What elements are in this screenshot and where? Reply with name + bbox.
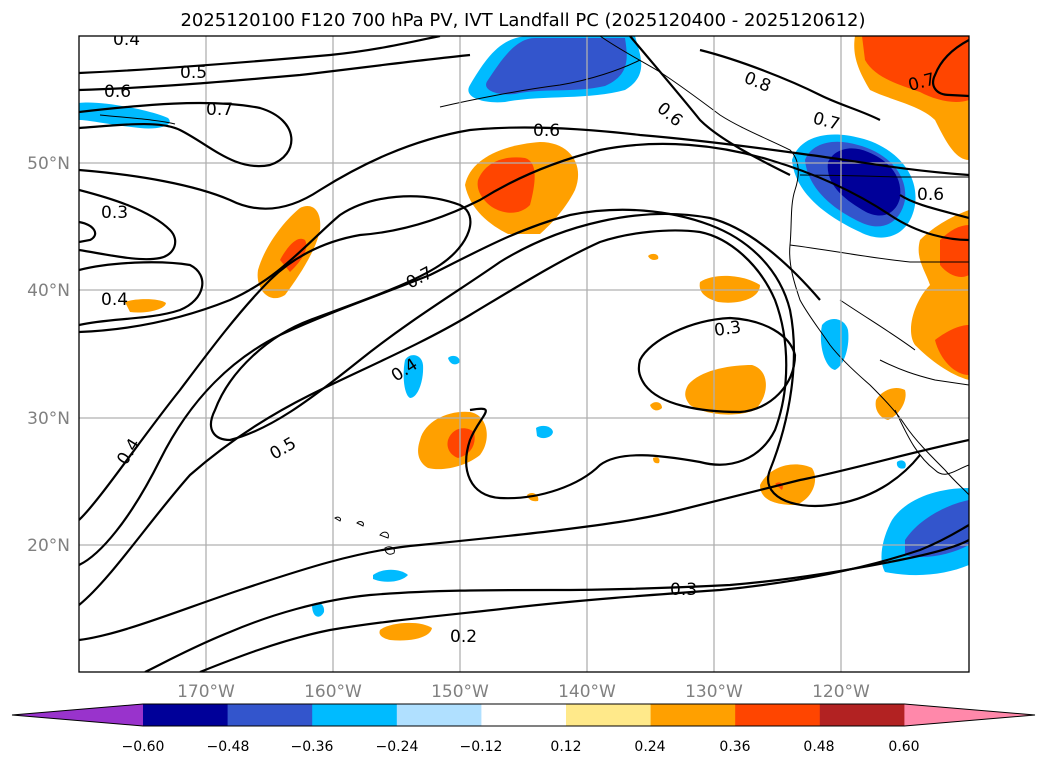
graticule bbox=[79, 36, 969, 672]
map-title: 2025120100 F120 700 hPa PV, IVT Landfall… bbox=[180, 10, 865, 31]
lon-tick-label: 170°W bbox=[177, 682, 235, 702]
colorbar-tick-label: 0.24 bbox=[634, 739, 665, 755]
lat-tick-label: 30°N bbox=[27, 409, 70, 429]
map-frame bbox=[78, 35, 970, 673]
contour-label: 0.3 bbox=[101, 203, 128, 223]
colorbar-tick-label: 0.48 bbox=[803, 739, 834, 755]
colorbar-swatch bbox=[819, 704, 905, 726]
colorbar: −0.60 −0.48 −0.36 −0.24 −0.12 0.12 0.24 … bbox=[11, 703, 1036, 755]
anomaly-pos-west-small bbox=[125, 299, 166, 313]
anomaly-pos-baja bbox=[875, 388, 906, 420]
anomaly-neg-small-5 bbox=[448, 355, 460, 365]
colorbar-swatches bbox=[11, 703, 1036, 727]
anomaly-pos-small-a bbox=[648, 253, 659, 260]
anomaly-pos-east-2 bbox=[699, 275, 760, 303]
anomaly-pos-small-b bbox=[650, 402, 662, 411]
colorbar-tick-label: 0.12 bbox=[550, 739, 581, 755]
colorbar-tick-label: −0.60 bbox=[122, 739, 165, 755]
colorbar-swatch bbox=[143, 704, 229, 726]
anomaly-pos-nw-canada-core bbox=[862, 36, 969, 103]
contour-label: 0.6 bbox=[104, 82, 131, 102]
colorbar-ticks: −0.60 −0.48 −0.36 −0.24 −0.12 0.12 0.24 … bbox=[122, 739, 920, 755]
colorbar-swatch bbox=[12, 704, 143, 726]
anomaly-neg-small-2 bbox=[536, 425, 553, 439]
anomaly-pos-subtrop bbox=[760, 464, 816, 505]
map-area: 0.4 0.5 0.6 0.7 0.6 0.8 0.7 0.7 0.6 0.6 … bbox=[79, 30, 969, 672]
colorbar-swatch bbox=[227, 704, 313, 726]
lon-tick-label: 130°W bbox=[685, 682, 743, 702]
lat-ticks: 50°N 40°N 30°N 20°N bbox=[27, 154, 70, 556]
lon-tick-label: 140°W bbox=[558, 682, 616, 702]
colorbar-tick-label: −0.48 bbox=[207, 739, 250, 755]
lon-tick-label: 120°W bbox=[812, 682, 870, 702]
colorbar-tick-label: 0.60 bbox=[888, 739, 919, 755]
anomaly-pos-east-1 bbox=[685, 365, 766, 415]
lat-tick-label: 50°N bbox=[27, 154, 70, 174]
colorbar-swatch bbox=[904, 704, 1035, 726]
anomaly-neg-alaska-gulf-core bbox=[486, 38, 627, 95]
anomaly-pos-small-c bbox=[653, 457, 660, 464]
anomaly-pos-great-basin-core-2 bbox=[935, 325, 969, 375]
colorbar-swatch bbox=[735, 704, 821, 726]
colorbar-tick-label: −0.12 bbox=[460, 739, 503, 755]
anomaly-pos-south bbox=[379, 622, 432, 641]
pv-contours bbox=[79, 36, 969, 672]
contour-label: 0.3 bbox=[670, 580, 697, 600]
lon-tick-label: 150°W bbox=[431, 682, 489, 702]
colorbar-swatch bbox=[312, 704, 398, 726]
contour-label: 0.4 bbox=[101, 290, 128, 310]
lat-tick-label: 20°N bbox=[27, 536, 70, 556]
contour-label: 0.5 bbox=[180, 63, 207, 83]
colorbar-swatch bbox=[481, 704, 567, 726]
anomaly-neg-small-1 bbox=[403, 355, 424, 398]
colorbar-swatch bbox=[396, 704, 482, 726]
coastlines bbox=[99, 36, 969, 555]
contour-label: 0.3 bbox=[713, 317, 743, 341]
colorbar-tick-label: −0.24 bbox=[376, 739, 419, 755]
colorbar-tick-label: −0.36 bbox=[291, 739, 334, 755]
contour-label: 0.6 bbox=[917, 185, 944, 205]
contour-label: 0.2 bbox=[450, 627, 477, 647]
colorbar-swatch bbox=[566, 704, 652, 726]
anomaly-neg-mexico-core bbox=[905, 500, 969, 557]
anomaly-neg-small-6 bbox=[896, 460, 906, 469]
colorbar-outline bbox=[11, 703, 1036, 727]
colorbar-swatch bbox=[650, 704, 736, 726]
contour-label: 0.4 bbox=[113, 30, 140, 50]
anomaly-neg-small-4 bbox=[312, 602, 325, 617]
lon-ticks: 170°W 160°W 150°W 140°W 130°W 120°W bbox=[177, 682, 870, 702]
lon-tick-label: 160°W bbox=[304, 682, 362, 702]
contour-label: 0.6 bbox=[533, 121, 560, 141]
lat-tick-label: 40°N bbox=[27, 281, 70, 301]
contour-label: 0.7 bbox=[206, 100, 233, 120]
colorbar-tick-label: 0.36 bbox=[719, 739, 750, 755]
anomaly-neg-small-3 bbox=[373, 569, 408, 582]
